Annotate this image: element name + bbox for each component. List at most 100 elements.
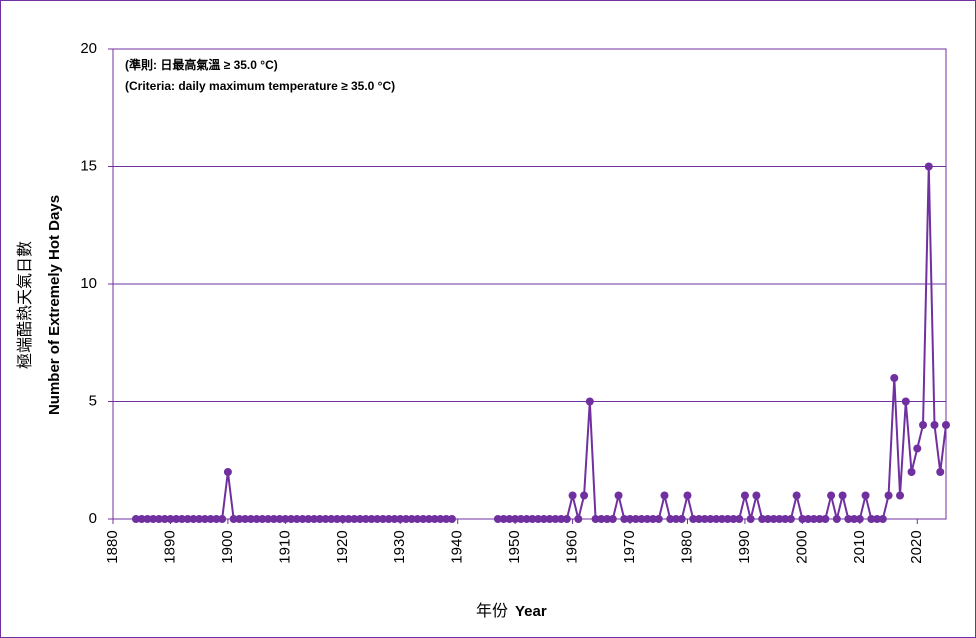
point [815,515,824,523]
point [896,491,905,500]
point [246,515,255,523]
y-tick-label: 15 [80,157,97,174]
point [511,515,520,523]
point [677,515,686,523]
x-tick-label: 2020 [908,530,925,563]
point [522,515,531,523]
point [229,515,238,523]
point [516,515,525,523]
point [844,515,853,523]
point [919,421,928,429]
point [177,515,186,523]
point [551,515,560,523]
point [942,421,950,429]
x-tick-label: 1910 [276,530,293,563]
point [154,515,163,523]
point [729,515,738,523]
point [671,515,680,523]
point [321,515,330,523]
point [827,491,836,500]
x-tick-label: 1880 [104,530,121,563]
point [603,515,612,523]
x-tick-label: 1930 [391,530,408,563]
point [649,515,658,523]
point [528,515,537,523]
point [689,515,698,523]
point [223,468,232,476]
point [637,515,646,523]
point [907,468,916,476]
x-tick-label: 2010 [851,530,868,563]
point [683,491,692,500]
x-tick-label: 1920 [334,530,351,563]
point [580,491,589,500]
point [924,162,933,171]
point [626,515,635,523]
point [660,491,669,500]
x-tick-label: 1990 [736,530,753,563]
point [396,515,405,523]
point [597,515,606,523]
point [809,515,818,523]
point [781,515,790,523]
point [557,515,566,523]
point [890,374,899,382]
point [878,515,887,523]
point [735,515,744,523]
point [189,515,198,523]
point [315,515,324,523]
point [568,491,577,500]
point [769,515,778,523]
point [643,515,652,523]
point [694,515,703,523]
point [361,515,370,523]
point [712,515,721,523]
point [614,491,623,500]
point [861,491,870,500]
point [832,515,841,523]
point [298,515,307,523]
point [585,397,594,406]
point [424,515,433,523]
point [850,515,859,523]
point [327,515,336,523]
x-axis-label: 年份 [476,602,508,620]
point [493,515,502,523]
point [310,515,319,523]
point [804,515,813,523]
point [143,515,152,523]
point [195,515,204,523]
point [373,515,382,523]
point [534,515,543,523]
point [172,515,181,523]
point [304,515,313,523]
point [792,491,801,500]
x-tick-label: 1890 [161,530,178,563]
point [252,515,261,523]
x-tick-label: 1980 [678,530,695,563]
point [901,397,910,406]
point [183,515,192,523]
y-tick-label: 10 [80,275,97,292]
point [160,515,169,523]
point [206,515,215,523]
point [131,515,140,523]
point [855,515,864,523]
point [539,515,548,523]
point [287,515,296,523]
point [275,515,284,523]
point [936,468,945,476]
x-axis-label: Year [515,603,547,620]
y-tick-label: 5 [89,392,97,409]
point [752,491,761,500]
point [212,515,221,523]
point [413,515,422,523]
point [505,515,514,523]
point [775,515,784,523]
point [838,491,847,500]
point [390,515,399,523]
point [384,515,393,523]
point [723,515,732,523]
